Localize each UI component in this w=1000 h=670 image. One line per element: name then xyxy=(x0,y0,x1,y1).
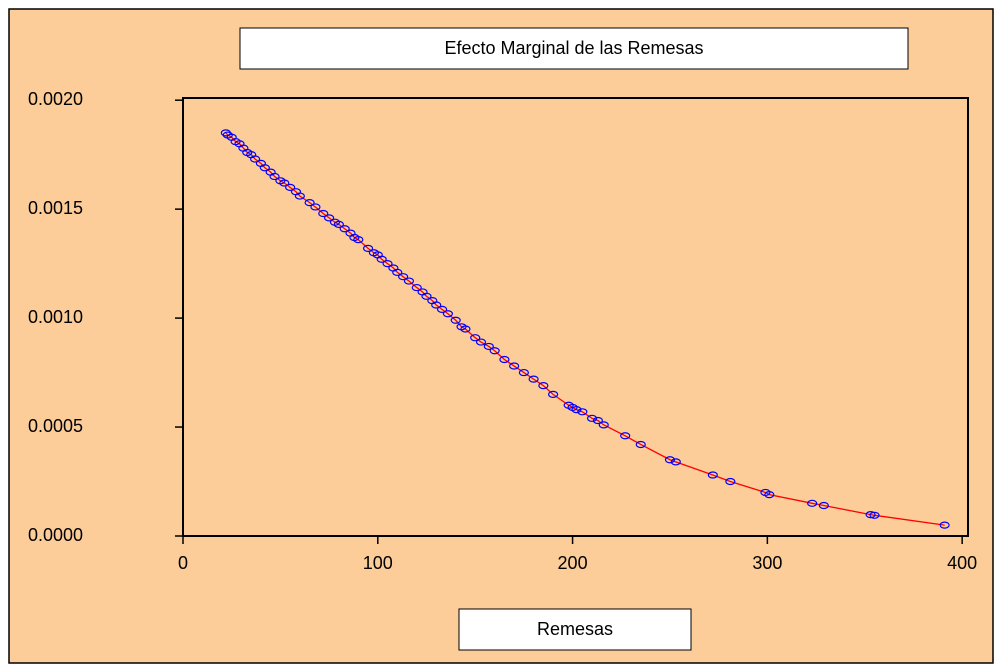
y-tick-label: 0.0005 xyxy=(28,416,83,436)
point xyxy=(725,477,736,486)
point xyxy=(431,301,442,309)
point xyxy=(547,390,559,398)
y-tick-label: 0.0000 xyxy=(28,525,83,545)
point xyxy=(598,421,609,429)
point xyxy=(249,155,261,163)
point xyxy=(499,355,510,364)
point xyxy=(528,375,539,383)
y-tick-label: 0.0015 xyxy=(28,198,83,218)
point xyxy=(436,305,448,313)
point xyxy=(664,456,676,464)
point xyxy=(592,416,604,425)
point xyxy=(518,368,529,377)
point xyxy=(475,338,487,346)
point xyxy=(333,220,344,228)
point xyxy=(269,172,280,181)
y-tick-label: 0.0010 xyxy=(28,307,83,327)
title-box xyxy=(239,27,909,70)
point xyxy=(483,342,494,351)
point xyxy=(635,440,646,449)
point xyxy=(285,183,296,191)
point xyxy=(392,268,403,276)
point xyxy=(442,310,454,318)
x-label-box xyxy=(458,608,692,651)
point xyxy=(323,214,335,222)
point xyxy=(707,471,718,479)
point xyxy=(353,236,364,244)
point xyxy=(279,179,290,187)
point xyxy=(538,382,549,390)
x-tick-label: 100 xyxy=(363,553,393,573)
y-tick-label: 0.0020 xyxy=(28,89,83,109)
point xyxy=(577,408,588,416)
point xyxy=(294,192,305,200)
point xyxy=(310,203,321,211)
point xyxy=(807,499,818,507)
point xyxy=(362,244,374,252)
plot-frame xyxy=(182,97,969,537)
point xyxy=(620,432,631,440)
point xyxy=(939,521,950,529)
point xyxy=(318,209,329,218)
chart-title: Efecto Marginal de las Remesas xyxy=(444,38,703,58)
point xyxy=(411,283,422,292)
point xyxy=(571,406,582,414)
x-tick-label: 400 xyxy=(947,553,977,573)
point xyxy=(398,273,409,281)
point xyxy=(670,458,681,466)
point xyxy=(586,414,598,422)
point xyxy=(376,255,387,263)
fit-line xyxy=(225,132,945,526)
point xyxy=(450,316,461,324)
point xyxy=(259,164,270,172)
point xyxy=(764,490,775,499)
point xyxy=(489,347,500,355)
point xyxy=(509,362,520,370)
point xyxy=(818,501,829,510)
point xyxy=(470,334,481,342)
point xyxy=(403,277,415,285)
x-tick-label: 300 xyxy=(752,553,782,573)
point xyxy=(421,292,432,300)
x-tick-label: 0 xyxy=(178,553,188,573)
x-axis-label: Remesas xyxy=(537,619,613,639)
x-tick-label: 200 xyxy=(558,553,588,573)
point xyxy=(460,325,471,333)
point xyxy=(869,511,880,519)
point xyxy=(865,511,876,519)
point xyxy=(339,225,350,233)
point xyxy=(382,260,393,268)
point xyxy=(304,198,315,207)
chart-background xyxy=(8,8,994,664)
